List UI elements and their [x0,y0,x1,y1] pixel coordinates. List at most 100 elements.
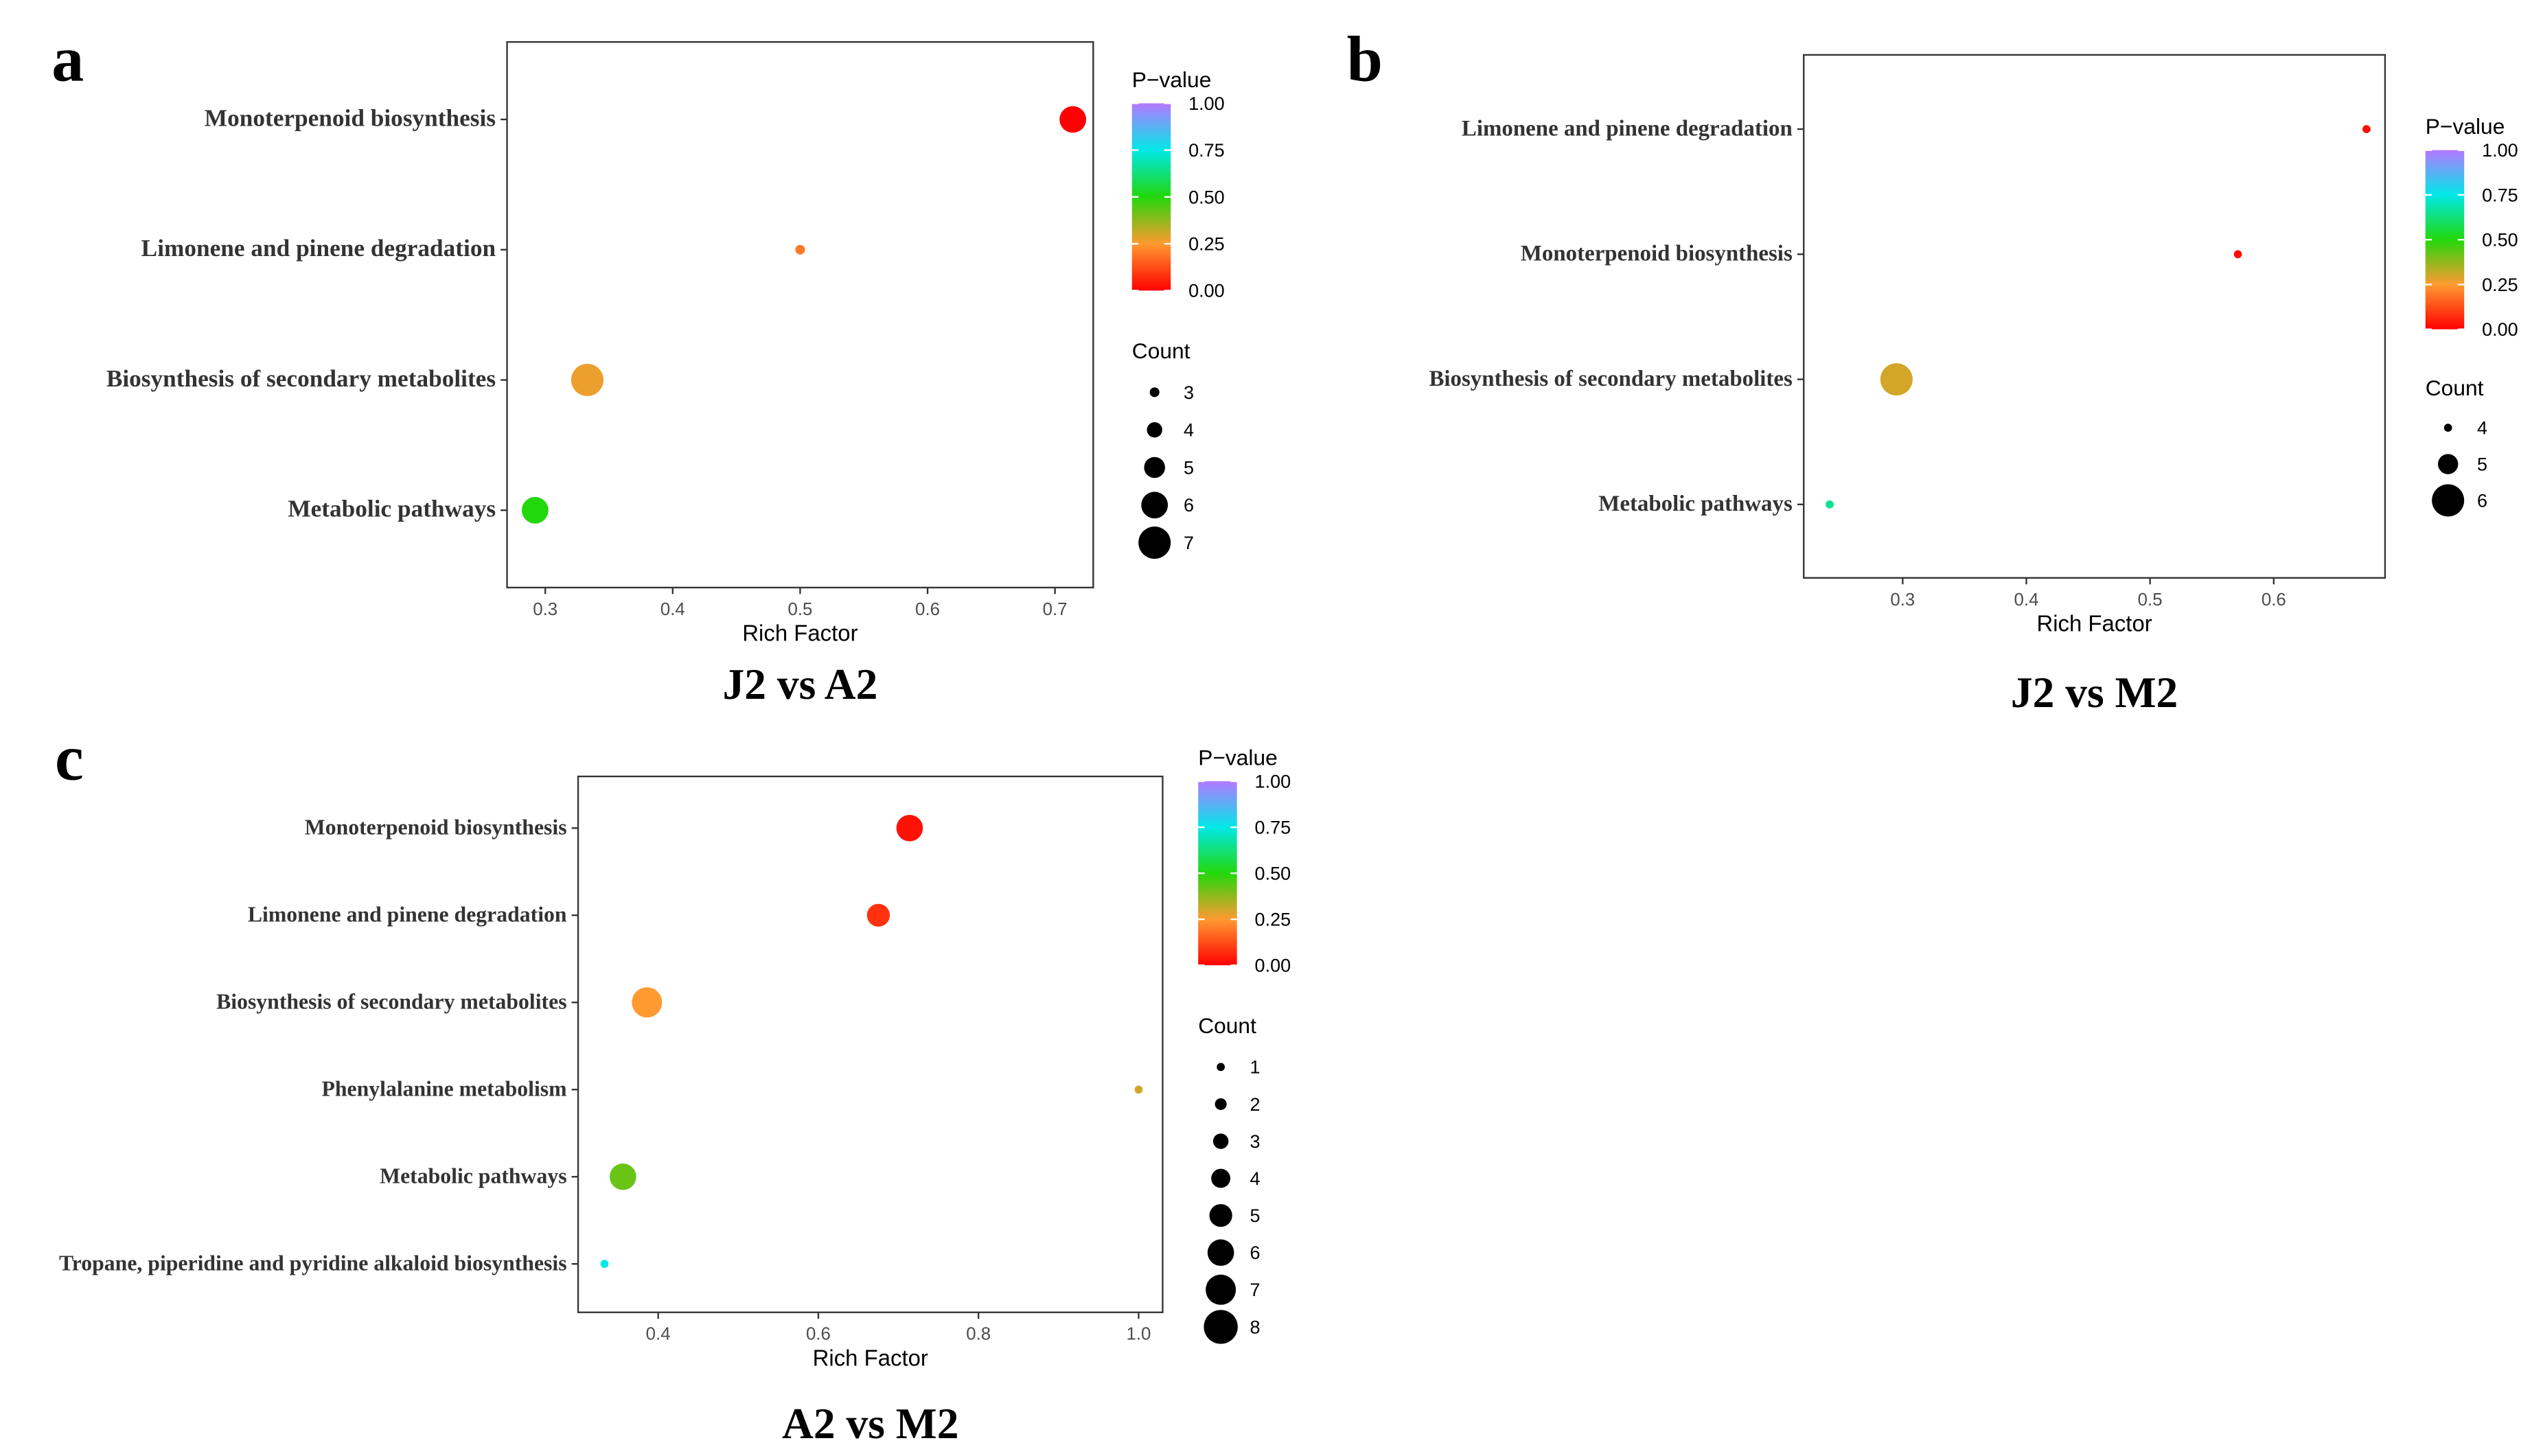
y-tick-label-phenylalanine-metabolism: Phenylalanine metabolism [321,1077,566,1101]
point-biosynthesis-of-secondary-metabolites [571,364,603,397]
count-legend-label: 4 [1250,1168,1260,1189]
x-tick-label: 0.7 [1043,600,1068,619]
count-legend-dot [1138,527,1171,559]
colorbar-tick-label: 0.00 [1255,956,1291,976]
count-legend-dot [2437,454,2459,474]
colorbar-tick-label: 0.75 [2482,185,2518,205]
count-legend-title: Count [1198,1013,1256,1038]
colorbar-tick-label: 1.00 [1255,772,1291,792]
panel-label-b: b [1347,24,1383,95]
chart-title: A2 vs M2 [782,1399,958,1448]
colorbar-tick-label: 1.00 [2482,140,2518,161]
point-limonene-and-pinene-degradation [2362,125,2371,133]
y-tick-label-metabolic-pathways: Metabolic pathways [1598,492,1792,516]
count-legend-label: 6 [1250,1243,1260,1263]
y-tick-label-biosynthesis-of-secondary-metabolites: Biosynthesis of secondary metabolites [216,990,566,1014]
y-tick-label-limonene-and-pinene-degradation: Limonene and pinene degradation [1462,117,1793,141]
x-axis-label: Rich Factor [2036,610,2152,636]
plot-frame [1803,54,2386,579]
colorbar-tick-label: 0.50 [1188,187,1225,207]
y-tick-label-limonene-and-pinene-degradation: Limonene and pinene degradation [248,903,567,927]
count-legend-dot [1209,1204,1232,1227]
count-legend-dot [2432,484,2465,517]
count-legend-label: 5 [1250,1205,1260,1226]
plot-frame [506,41,1094,589]
count-legend-dot [1211,1168,1231,1188]
count-legend-dot [1147,422,1162,438]
point-biosynthesis-of-secondary-metabolites [1880,363,1913,396]
x-tick-label: 0.5 [2138,590,2163,610]
count-legend-label: 7 [1250,1280,1260,1300]
count-legend-label: 3 [1184,382,1194,403]
p-value-legend-title: P−value [1198,746,1278,770]
point-metabolic-pathways [521,496,549,524]
count-legend-label: 1 [1250,1057,1260,1078]
count-legend-label: 5 [2477,454,2487,474]
point-metabolic-pathways [610,1163,636,1190]
y-tick-label-tropane-piperidine-and-pyridine-alkaloid-biosynthesis: Tropane, piperidine and pyridine alkaloi… [59,1251,567,1275]
y-tick-label-biosynthesis-of-secondary-metabolites: Biosynthesis of secondary metabolites [106,365,496,392]
count-legend-title: Count [1132,338,1190,363]
point-monoterpenoid-biosynthesis [896,814,923,842]
count-legend-title: Count [2426,375,2484,400]
count-legend-dot [1204,1310,1238,1344]
chart-panel-a: Monoterpenoid biosynthesis Limonene and p… [106,41,1225,708]
point-phenylalanine-metabolism [1134,1085,1143,1094]
count-legend-label: 2 [1250,1094,1260,1115]
p-value-legend-title: P−value [1132,67,1212,92]
y-tick-label-metabolic-pathways: Metabolic pathways [380,1164,566,1188]
count-legend-dot [1141,492,1169,519]
count-legend-dot [1212,1133,1229,1149]
count-legend-dot [1144,457,1165,478]
count-legend-dot [1215,1098,1227,1110]
chart-panel-c: Monoterpenoid biosynthesis Limonene and p… [59,746,1291,1448]
x-axis-label: Rich Factor [742,621,858,646]
point-biosynthesis-of-secondary-metabolites [632,987,663,1018]
x-tick-label: 0.6 [2261,590,2286,610]
y-tick-label-monoterpenoid-biosynthesis: Monoterpenoid biosynthesis [305,816,567,840]
colorbar-tick-label: 1.00 [1188,93,1225,114]
colorbar-tick-label: 0.75 [1255,818,1291,838]
panel-label-a: a [51,24,84,95]
count-legend-dot [1206,1274,1236,1305]
point-limonene-and-pinene-degradation [795,244,805,255]
colorbar-tick-label: 0.75 [1188,140,1225,161]
x-tick-label: 0.5 [787,600,812,619]
colorbar-tick-label: 0.25 [1188,233,1225,254]
chart-title: J2 vs M2 [2011,668,2178,717]
colorbar-tick-label: 0.50 [2482,230,2518,251]
p-value-legend-title: P−value [2426,114,2505,139]
colorbar-tick-label: 0.25 [2482,275,2518,295]
point-tropane-piperidine-and-pyridine-alkaloid-biosynthesis [600,1260,609,1269]
count-legend-dot [2443,424,2452,432]
count-legend-label: 7 [1184,533,1194,553]
x-tick-label: 0.3 [533,600,557,619]
x-tick-label: 0.8 [966,1325,991,1344]
colorbar-tick-label: 0.25 [1255,910,1291,930]
count-legend-dot [1217,1063,1225,1072]
y-tick-label-metabolic-pathways: Metabolic pathways [288,496,496,522]
count-legend-label: 4 [2477,418,2487,439]
y-tick-label-monoterpenoid-biosynthesis: Monoterpenoid biosynthesis [1521,242,1793,266]
count-legend-dot [1207,1239,1234,1267]
colorbar-tick-label: 0.50 [1255,864,1291,884]
y-tick-label-biosynthesis-of-secondary-metabolites: Biosynthesis of secondary metabolites [1429,367,1792,391]
colorbar-tick-label: 0.00 [2482,319,2518,340]
y-tick-label-limonene-and-pinene-degradation: Limonene and pinene degradation [141,235,496,262]
count-legend-label: 6 [2477,490,2487,511]
x-axis-label: Rich Factor [813,1345,928,1370]
x-tick-label: 0.4 [660,600,685,619]
point-limonene-and-pinene-degradation [866,903,890,927]
x-tick-label: 1.0 [1127,1325,1151,1344]
point-monoterpenoid-biosynthesis [1059,106,1087,133]
y-tick-label-monoterpenoid-biosynthesis: Monoterpenoid biosynthesis [205,104,496,131]
count-legend-label: 3 [1250,1131,1260,1152]
colorbar-tick-label: 0.00 [1188,281,1225,301]
x-tick-label: 0.6 [806,1325,831,1344]
x-tick-label: 0.4 [2014,590,2039,610]
chart-panel-b: Limonene and pinene degradation Monoterpe… [1429,54,2518,717]
count-legend-label: 5 [1184,457,1194,478]
point-monoterpenoid-biosynthesis [2233,250,2242,259]
count-legend-dot [1149,387,1160,397]
